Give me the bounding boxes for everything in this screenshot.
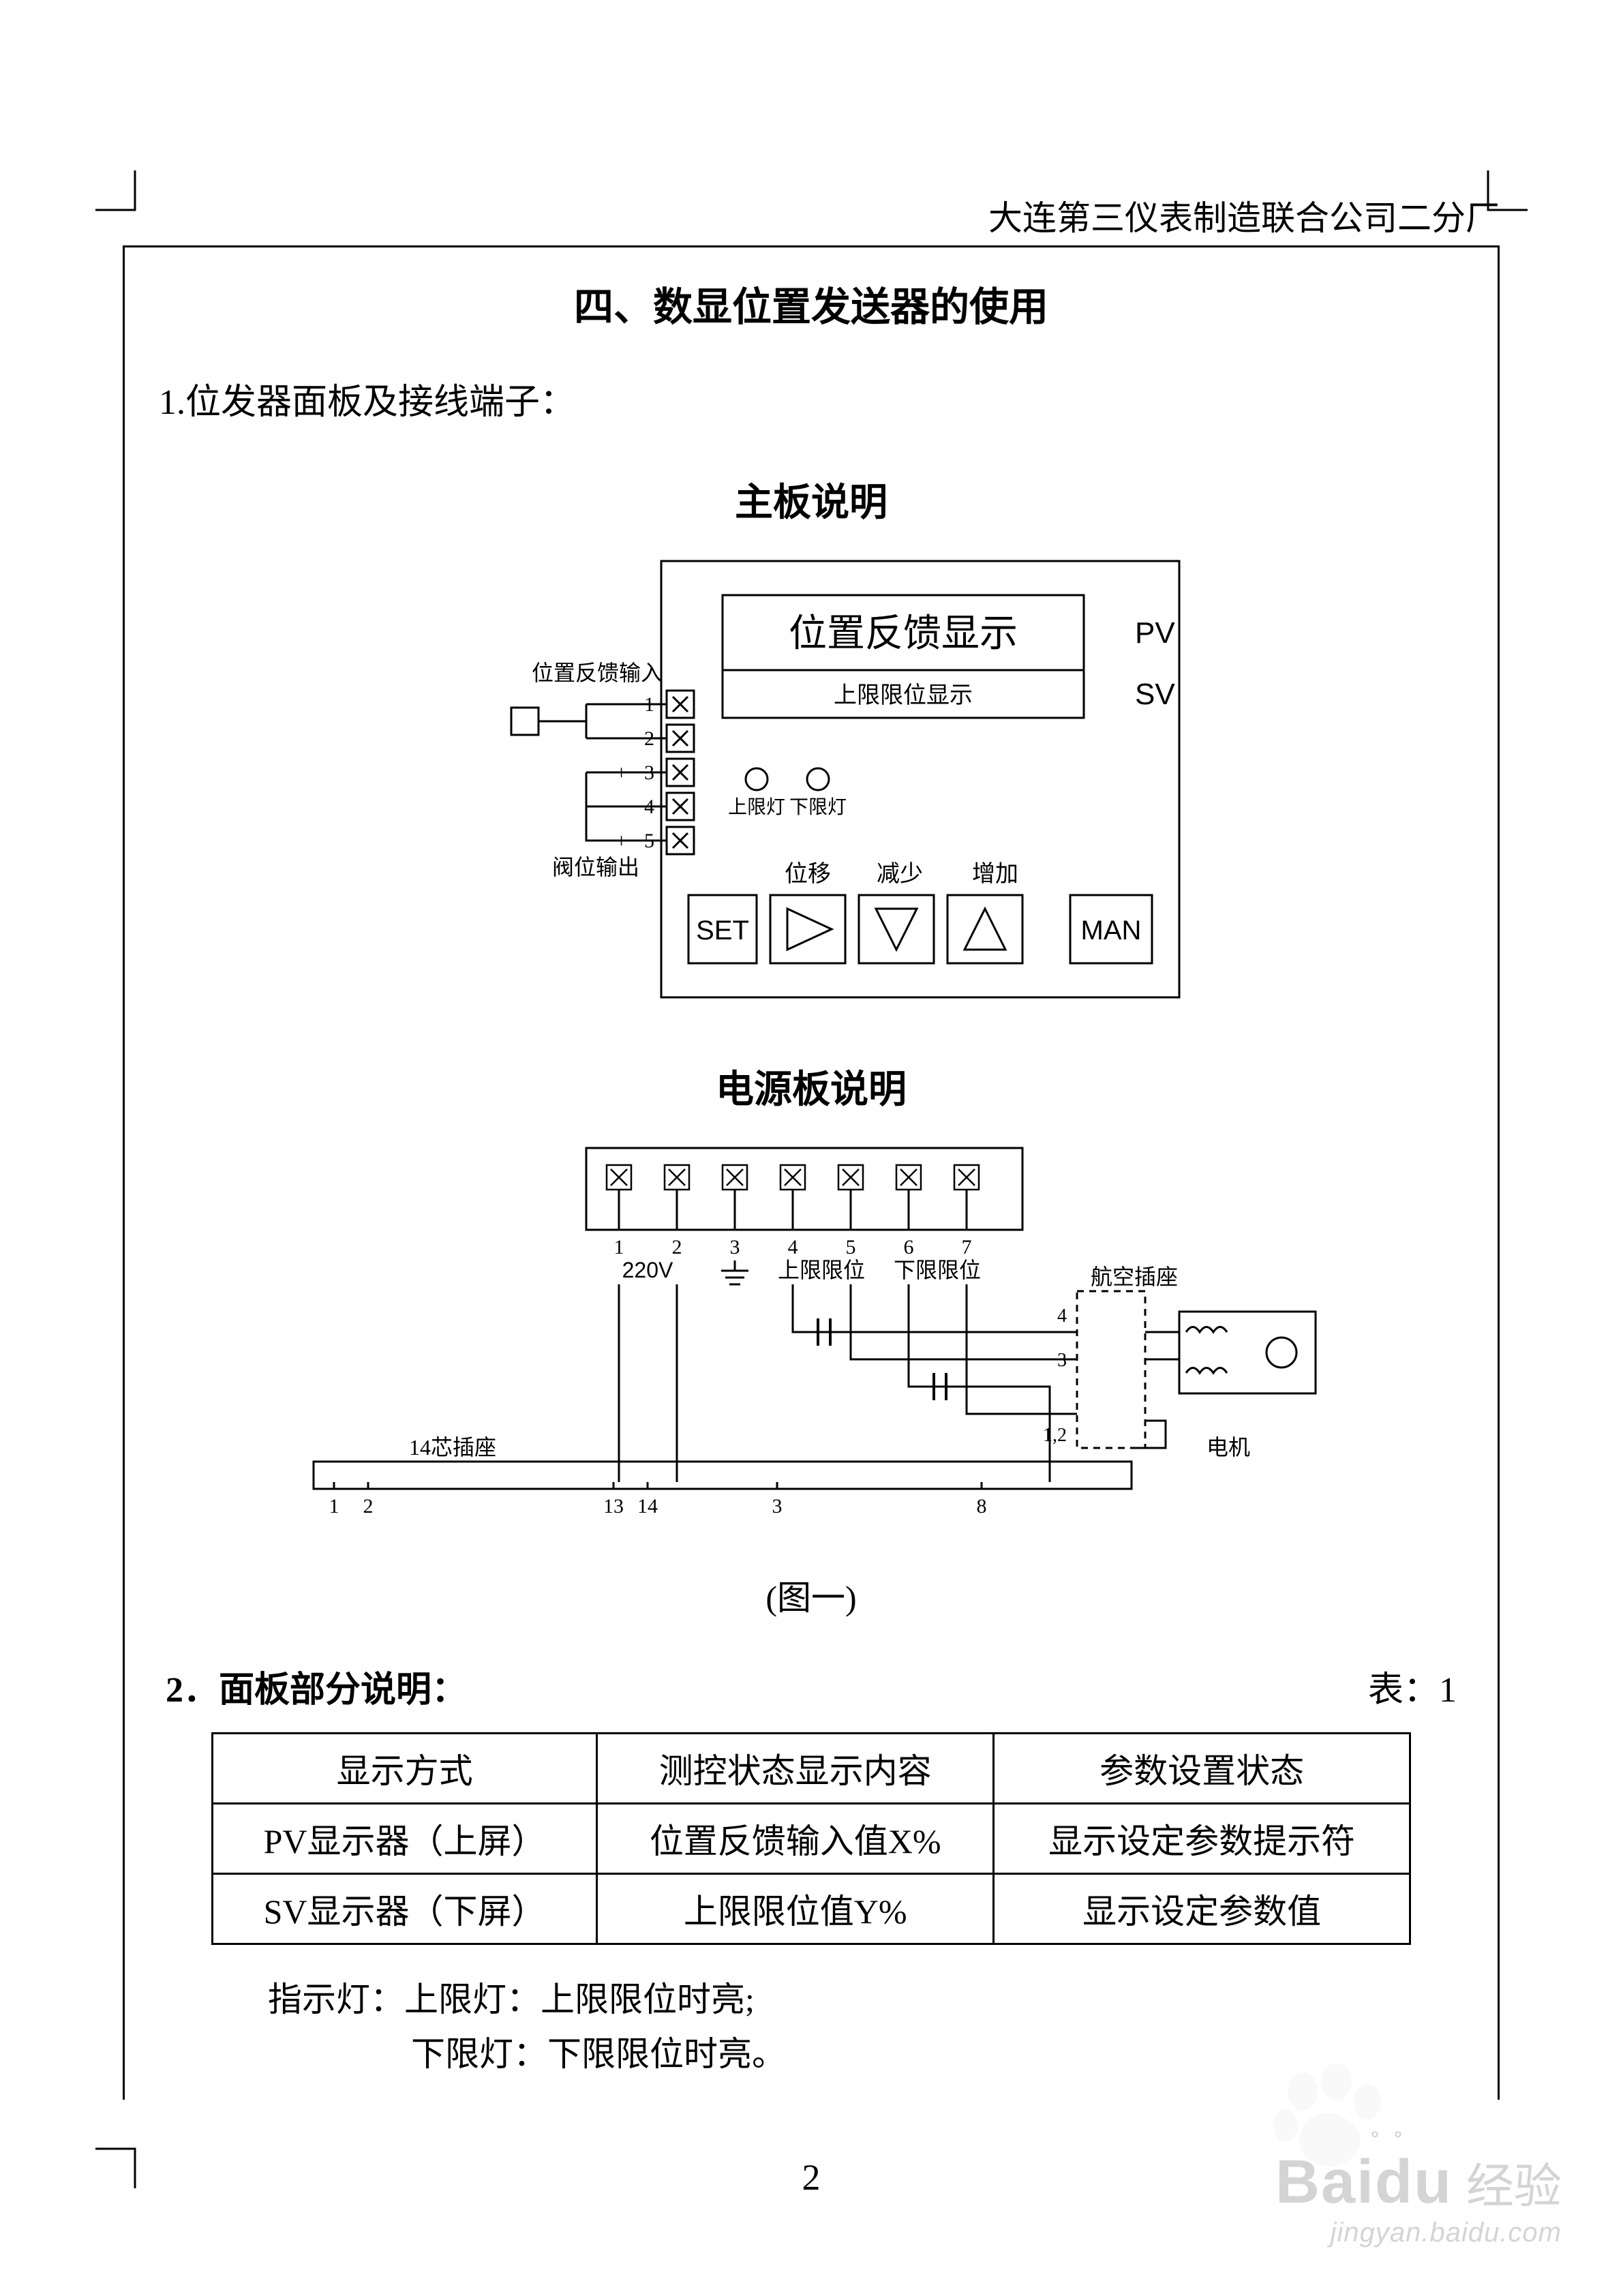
svg-text:位置反馈输入: 位置反馈输入 <box>532 661 663 685</box>
svg-text:4: 4 <box>1057 1305 1067 1327</box>
svg-text:14: 14 <box>637 1495 658 1517</box>
cell: 测控状态显示内容 <box>597 1734 994 1804</box>
svg-text:14芯插座: 14芯插座 <box>409 1435 496 1460</box>
panel-description-table: 显示方式 测控状态显示内容 参数设置状态 PV显示器（上屏） 位置反馈输入值X%… <box>211 1732 1411 1945</box>
svg-text:上限限位显示: 上限限位显示 <box>834 682 973 708</box>
svg-text:4: 4 <box>788 1236 798 1258</box>
svg-text:电机: 电机 <box>1207 1435 1250 1460</box>
mainboard-diagram: 位置反馈显示 PV 上限限位显示 SV 上限灯 下限灯 位移 减少 增加 SET <box>334 547 1288 1011</box>
svg-text:位置反馈显示: 位置反馈显示 <box>789 613 1018 655</box>
svg-text:5: 5 <box>846 1236 856 1258</box>
svg-text:6: 6 <box>904 1236 914 1258</box>
svg-text:阀位输出: 阀位输出 <box>552 855 639 879</box>
cell: 位置反馈输入值X% <box>597 1804 994 1874</box>
svg-text:220V: 220V <box>622 1258 673 1282</box>
svg-text:下限限位: 下限限位 <box>894 1258 981 1282</box>
svg-text:7: 7 <box>962 1236 972 1258</box>
cell: 上限限位值Y% <box>597 1874 994 1944</box>
svg-text:2: 2 <box>672 1236 682 1258</box>
section-title: 四、数显位置发送器的使用 <box>125 275 1498 332</box>
figure-label: (图一) <box>125 1571 1498 1620</box>
cell: 显示方式 <box>213 1734 597 1804</box>
cell: 参数设置状态 <box>994 1734 1410 1804</box>
table-number: 表：1 <box>1368 1661 1457 1712</box>
subheading-1: 1.位发器面板及接线端子： <box>159 373 1498 424</box>
svg-text:SV: SV <box>1135 678 1175 711</box>
svg-text:上限限位: 上限限位 <box>778 1258 865 1282</box>
svg-text:SET: SET <box>696 916 749 946</box>
mainboard-title: 主板说明 <box>125 472 1498 527</box>
svg-text:1,2: 1,2 <box>1043 1425 1067 1446</box>
cell: 显示设定参数提示符 <box>994 1804 1410 1874</box>
cell: PV显示器（上屏） <box>213 1804 597 1874</box>
svg-text:3: 3 <box>730 1236 740 1258</box>
svg-text:MAN: MAN <box>1081 916 1142 946</box>
svg-text:减少: 减少 <box>877 862 923 887</box>
svg-text:1: 1 <box>614 1236 624 1258</box>
table-row: PV显示器（上屏） 位置反馈输入值X% 显示设定参数提示符 <box>213 1804 1410 1874</box>
svg-text:8: 8 <box>977 1495 987 1517</box>
table-row: SV显示器（下屏） 上限限位值Y% 显示设定参数值 <box>213 1874 1410 1944</box>
company-name: 大连第三仪表制造联合公司二分厂 <box>988 191 1500 240</box>
page-frame: 四、数显位置发送器的使用 1.位发器面板及接线端子： 主板说明 位置反馈显示 P… <box>123 245 1500 2100</box>
powerboard-title: 电源板说明 <box>125 1059 1498 1114</box>
svg-text:增加: 增加 <box>972 861 1018 887</box>
svg-text:13: 13 <box>603 1495 624 1517</box>
svg-text:2: 2 <box>363 1495 374 1517</box>
baidu-watermark: Bai°°du经验 jingyan.baidu.com <box>1275 2147 1562 2248</box>
table-row: 显示方式 测控状态显示内容 参数设置状态 <box>213 1734 1410 1804</box>
svg-text:3: 3 <box>1057 1350 1067 1371</box>
svg-text:下限灯: 下限灯 <box>789 796 847 818</box>
powerboard-diagram: 1 2 3 4 5 6 7 220V 上限限位 下限限位 <box>232 1134 1391 1530</box>
svg-text:位移: 位移 <box>785 861 831 887</box>
cell: SV显示器（下屏） <box>213 1874 597 1944</box>
cell: 显示设定参数值 <box>994 1874 1410 1944</box>
svg-text:PV: PV <box>1135 616 1175 650</box>
svg-text:3: 3 <box>772 1495 783 1517</box>
subheading-2: 2．面板部分说明： <box>166 1661 467 1712</box>
svg-text:航空插座: 航空插座 <box>1091 1265 1178 1289</box>
svg-text:上限灯: 上限灯 <box>728 796 785 818</box>
svg-text:1: 1 <box>329 1495 339 1517</box>
